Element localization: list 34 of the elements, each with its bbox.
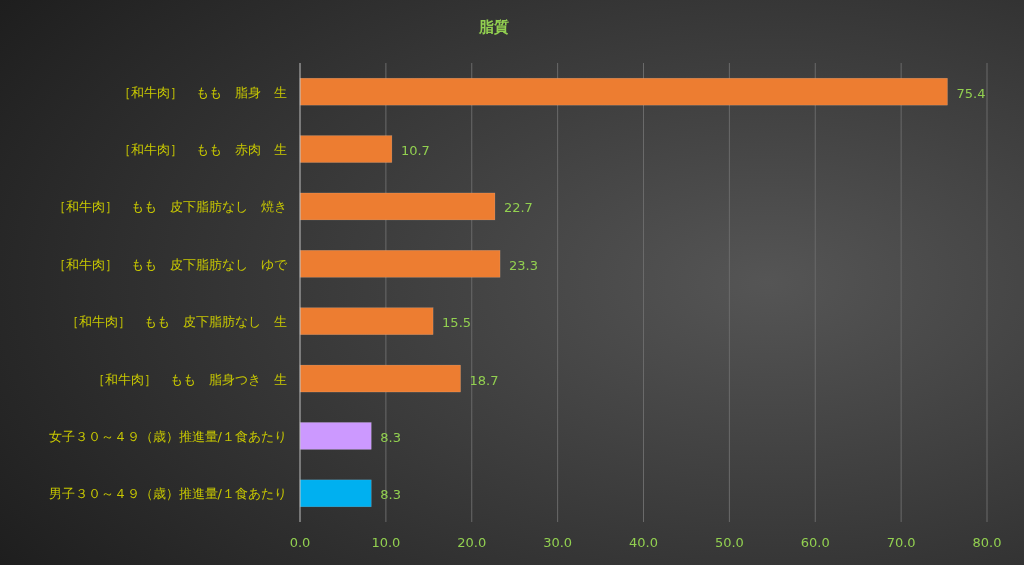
x-tick-label: 60.0	[800, 535, 830, 550]
bar	[299, 135, 393, 163]
data-label: 10.7	[400, 143, 430, 159]
data-label: 18.7	[469, 372, 499, 388]
x-tick-label: 20.0	[457, 535, 487, 550]
y-tick-label: 男子３０～４９（歳）推進量/１食あたり	[48, 486, 287, 502]
bar	[299, 364, 461, 393]
x-tick-label: 10.0	[371, 535, 401, 550]
data-label: 15.5	[442, 315, 472, 331]
data-label: 8.3	[380, 429, 401, 445]
y-tick-label: ［和牛肉］ もも 皮下脂肪なし 生	[66, 314, 287, 330]
y-tick-label: ［和牛肉］ もも 皮下脂肪なし ゆで	[53, 256, 288, 272]
data-label: 75.4	[956, 85, 986, 101]
bar	[299, 479, 372, 508]
bar	[299, 192, 496, 221]
data-label: 23.3	[509, 257, 539, 273]
bar	[299, 250, 501, 278]
y-tick-label: ［和牛肉］ もも 脂身 生	[118, 84, 287, 100]
x-tick-label: 40.0	[629, 535, 658, 550]
x-tick-label: 30.0	[543, 535, 573, 550]
chart-title: 脂質	[477, 18, 509, 36]
bar	[299, 307, 434, 335]
x-tick-label: 0.0	[289, 535, 311, 550]
y-tick-label: ［和牛肉］ もも 脂身つき 生	[92, 371, 287, 387]
data-label: 8.3	[380, 487, 401, 503]
x-tick-label: 50.0	[714, 535, 744, 550]
x-tick-label: 80.0	[972, 535, 1002, 550]
y-tick-label: ［和牛肉］ もも 赤肉 生	[118, 142, 287, 158]
bar	[299, 77, 948, 106]
x-tick-label: 70.0	[886, 535, 916, 550]
y-tick-label: 女子３０～４９（歳）推進量/１食あたり	[48, 428, 287, 444]
bar	[299, 422, 372, 450]
y-tick-label: ［和牛肉］ もも 皮下脂肪なし 焼き	[53, 199, 287, 215]
data-label: 22.7	[503, 200, 533, 216]
